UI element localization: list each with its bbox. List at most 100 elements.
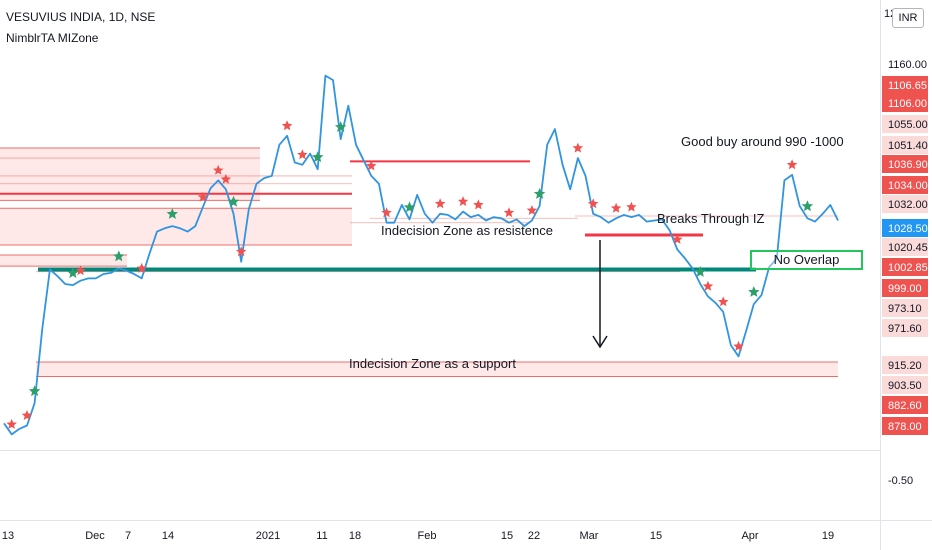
red-star-marker [197, 191, 209, 202]
price-label-text: 1051.40 [888, 140, 928, 152]
price-label-text: 1002.85 [888, 262, 928, 274]
red-star-marker [381, 207, 392, 218]
price-badge [882, 115, 928, 133]
time-axis-label: 15 [501, 530, 513, 542]
price-badge [882, 136, 928, 154]
no-overlap-annotation: No Overlap [750, 250, 863, 270]
time-axis-label: 2021 [256, 530, 280, 542]
red-star-marker [526, 205, 538, 215]
indecision-zone [0, 255, 127, 267]
time-axis-label: 13 [2, 530, 14, 542]
price-badge [882, 94, 928, 112]
red-star-marker [434, 198, 446, 209]
red-star-marker [626, 201, 637, 212]
price-label-text: 971.60 [888, 323, 922, 335]
time-axis-label: 19 [822, 530, 834, 542]
red-star-marker [21, 410, 33, 420]
currency-button[interactable]: INR [892, 8, 924, 28]
symbol-title: VESUVIUS INDIA, 1D, NSE [6, 10, 156, 24]
time-axis-label: 18 [349, 530, 361, 542]
price-axis-label: 1032.00 [882, 195, 928, 213]
red-star-marker [733, 340, 744, 351]
green-star-marker [67, 267, 79, 278]
price-axis-label: 1028.50 [882, 219, 928, 237]
red-star-marker [236, 246, 247, 257]
iz-resistance-annotation: Indecision Zone as resistence [381, 223, 553, 238]
price-label-text: 1036.90 [888, 159, 928, 171]
red-star-marker [503, 207, 515, 218]
price-axis-label: 1160.00 [888, 59, 927, 71]
time-axis-label: Feb [418, 530, 437, 542]
red-star-marker [6, 418, 17, 429]
price-badge [882, 279, 928, 297]
price-badge [882, 396, 928, 414]
price-label-text: -0.50 [888, 475, 913, 487]
green-star-marker [403, 201, 416, 213]
price-label-text: 1034.00 [888, 180, 928, 192]
price-label-text: 1055.00 [888, 119, 928, 131]
price-axis-label: 1020.45 [882, 238, 928, 256]
red-star-marker [587, 198, 599, 209]
price-label-text: 1028.50 [888, 223, 928, 235]
green-star-marker [748, 286, 760, 297]
breakdown-arrow-head [592, 335, 608, 349]
price-axis-label: 999.00 [882, 279, 928, 297]
price-label-text: 915.20 [888, 360, 922, 372]
price-axis-label: 1034.00 [882, 176, 928, 194]
price-label-text: 999.00 [888, 283, 922, 295]
price-axis-label: 878.00 [882, 417, 928, 435]
good-buy-annotation: Good buy around 990 -1000 [681, 134, 844, 149]
red-star-marker [366, 160, 377, 171]
price-badge [882, 417, 928, 435]
iz-support-annotation: Indecision Zone as a support [349, 356, 516, 371]
price-label-text: 882.60 [888, 400, 922, 412]
price-label-text: 1160.00 [888, 59, 927, 71]
price-axis-label: 1002.85 [882, 258, 928, 276]
price-label-text: 903.50 [888, 380, 922, 392]
price-badge [882, 356, 928, 374]
time-axis-label: Mar [580, 530, 599, 542]
price-label-text: 878.00 [888, 421, 922, 433]
price-badge [882, 195, 928, 213]
price-axis-label: 973.10 [882, 299, 928, 317]
time-axis-label: Apr [741, 530, 758, 542]
time-axis-label: 15 [650, 530, 662, 542]
red-star-marker [136, 262, 147, 273]
price-label-text: 1020.45 [888, 242, 928, 254]
red-star-marker [786, 159, 798, 170]
red-star-marker [457, 196, 469, 206]
price-line [3, 74, 839, 436]
green-star-marker [312, 151, 324, 163]
time-axis-label: 22 [528, 530, 540, 542]
red-star-marker [702, 280, 714, 291]
price-axis-label: 882.60 [882, 396, 928, 414]
red-star-marker [672, 234, 683, 244]
price-badge [882, 258, 928, 276]
indicator-title: NimblrTA MIZone [6, 31, 99, 45]
price-label-text: 1032.00 [888, 199, 928, 211]
green-star-marker [227, 195, 240, 207]
price-axis-label: 1036.90 [882, 155, 928, 173]
red-star-marker [610, 202, 622, 213]
price-axis-label: -0.50 [888, 475, 913, 487]
red-star-marker [572, 142, 584, 153]
price-badge [882, 76, 928, 94]
price-label-text: 1106.65 [888, 80, 927, 92]
green-star-marker [335, 121, 347, 132]
green-star-marker [113, 250, 125, 262]
price-badge [882, 238, 928, 256]
price-axis-label: 1055.00 [882, 115, 928, 133]
red-star-marker [75, 265, 86, 276]
green-star-marker [694, 266, 706, 277]
green-star-marker [166, 208, 178, 219]
price-axis-label: 903.50 [882, 376, 928, 394]
time-axis-label: 14 [162, 530, 174, 542]
price-badge [882, 376, 928, 394]
time-axis-label: 7 [125, 530, 131, 542]
price-label-text: 1106.00 [888, 98, 927, 110]
breaks-through-annotation: Breaks Through IZ [657, 211, 765, 226]
price-axis-label: 1106.00 [882, 94, 928, 112]
red-star-marker [220, 173, 232, 184]
